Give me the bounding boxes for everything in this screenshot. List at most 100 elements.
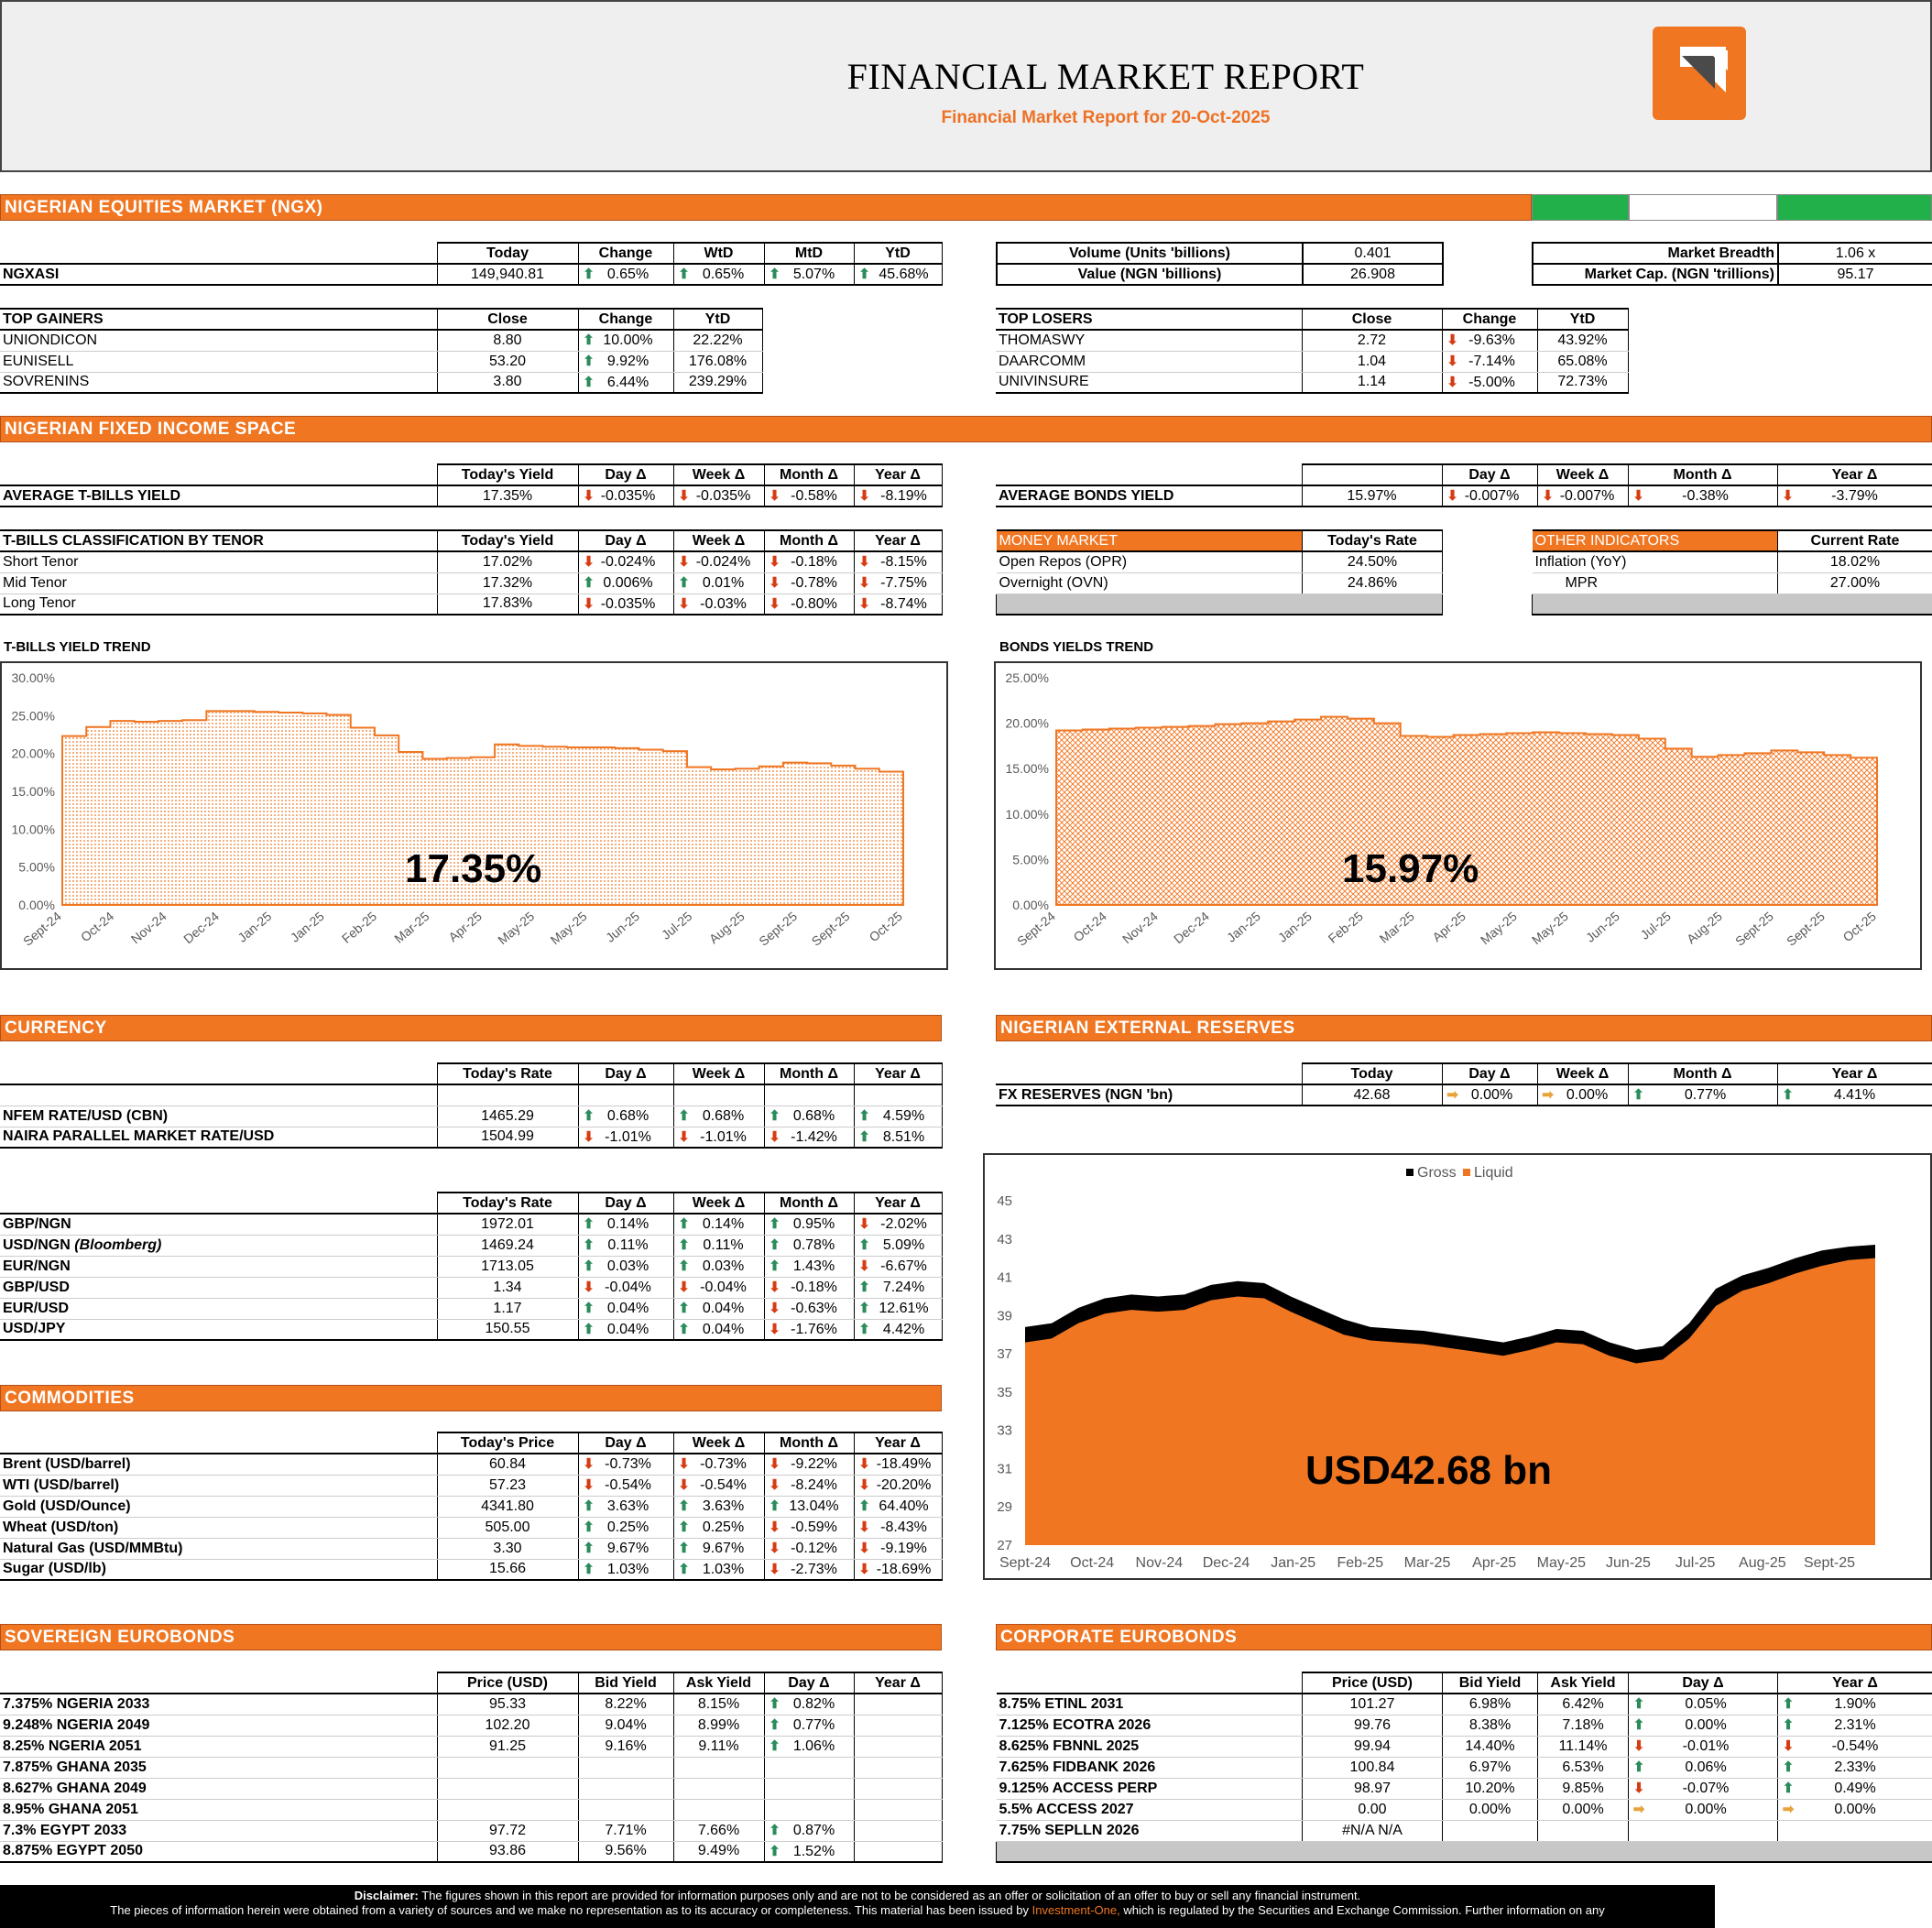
tbills-ytick: 20.00% [12,746,55,761]
corporate-band: CORPORATE EUROBONDS [996,1624,1932,1650]
report-header: FINANCIAL MARKET REPORT Financial Market… [0,0,1932,172]
bonds-xtick: Feb-25 [1326,909,1366,946]
table-row: UNIVINSURE 1.14 ⬇ -5.00% 72.73% [996,372,1629,394]
up-arrow-icon: ⬆ [583,354,595,369]
down-arrow-icon: ⬇ [858,1456,870,1473]
losers-title: TOP LOSERS [996,308,1303,331]
up-arrow-icon: ⬆ [583,267,595,282]
table-row: EUNISELL 53.20 ⬆ 9.92% 176.08% [0,351,763,373]
flag-white [1629,194,1777,221]
down-arrow-icon: ⬇ [583,488,595,504]
ngx-table: Today Change WtD MtD YtD NGXASI 149,940.81 ⬆ 0… [0,242,943,286]
down-arrow-icon: ⬇ [858,595,870,612]
down-arrow-icon: ⬇ [858,1520,870,1535]
reserves-xtick: Jan-25 [1271,1555,1315,1571]
table-row: 5.5% ACCESS 2027 0.00 0.00% 0.00% ➡ 0.00% ➡ 0.0… [996,1799,1932,1821]
down-arrow-icon: ⬇ [858,1561,870,1577]
breadth-label: Market Breadth [1532,242,1779,265]
up-arrow-icon: ⬆ [678,1258,690,1274]
value-label: Value (NGN 'billions) [996,263,1304,286]
reserves-xtick: Jun-25 [1606,1555,1651,1571]
bonds-chart-title: BONDS YIELDS TREND [999,639,1154,655]
table-row: 8.625% FBNNL 2025 99.94 14.40% 11.14% ⬇ -0.01… [996,1736,1932,1758]
down-arrow-icon: ⬇ [858,1541,870,1556]
tbills-xtick: Oct-24 [78,909,117,944]
up-arrow-icon: ⬆ [769,1843,780,1859]
reserves-ytick: 29 [997,1499,1012,1515]
money-market-title: MONEY MARKET [996,529,1303,552]
tbills-chart-title: T-BILLS YIELD TREND [4,639,151,655]
down-arrow-icon: ⬇ [583,1456,595,1473]
tbills-ytick: 10.00% [12,822,55,836]
up-arrow-icon: ⬆ [583,1237,595,1253]
bonds-xtick: Aug-25 [1684,909,1725,946]
down-arrow-icon: ⬇ [858,554,870,571]
table-row: 8.95% GHANA 2051 [0,1799,943,1821]
up-arrow-icon: ⬆ [769,1717,780,1733]
reserves-legend: Gross Liquid [1406,1165,1513,1181]
table-row [996,1841,1932,1863]
up-arrow-icon: ⬆ [583,1108,595,1124]
down-arrow-icon: ⬇ [1446,488,1458,504]
gray-row [996,594,1443,615]
col-wtd: WtD [672,242,765,265]
page-subtitle: Financial Market Report for 20-Oct-2025 [941,108,1271,127]
down-arrow-icon: ⬇ [769,575,780,591]
other-indicators-title: OTHER INDICATORS [1532,529,1778,552]
down-arrow-icon: ⬇ [769,1128,780,1145]
up-arrow-icon: ⬆ [678,1520,690,1535]
table-row: 9.248% NGERIA 2049 102.20 9.04% 8.99% ⬆ 0.77% [0,1715,943,1737]
fixed-income-band: NIGERIAN FIXED INCOME SPACE [0,416,1932,442]
up-arrow-icon: ⬆ [583,575,595,591]
up-arrow-icon: ⬆ [583,1301,595,1316]
breadth-value: 1.06 x [1777,242,1932,265]
equities-band: NIGERIAN EQUITIES MARKET (NGX) [0,194,1532,221]
table-row: Gold (USD/Ounce) 4341.80 ⬆ 3.63% ⬆ 3.63% ⬆ 13.0… [0,1496,943,1518]
col-mtd: MtD [763,242,855,265]
bonds-xtick: Jan-25 [1224,909,1263,945]
tbills-xtick: Sept-24 [20,909,64,949]
up-arrow-icon: ⬆ [678,1237,690,1253]
up-arrow-icon: ⬆ [858,1301,870,1316]
down-arrow-icon: ⬇ [583,595,595,612]
up-arrow-icon: ⬆ [678,1498,690,1514]
commodities-table: Today's Price Day Δ Week Δ Month Δ Year Δ Br… [0,1432,943,1581]
right-arrow-icon: ➡ [1446,1087,1458,1103]
tbills-xtick: Mar-25 [391,909,431,946]
up-arrow-icon: ⬆ [769,1237,780,1253]
disclaimer-label: Disclaimer: [354,1889,419,1902]
down-arrow-icon: ⬇ [769,1321,780,1337]
disclaimer-line1: The figures shown in this report are pro… [421,1889,1361,1902]
bonds-ytick: 10.00% [1006,807,1049,822]
tbills-xtick: Sept-25 [756,909,800,949]
avg-bonds-label: AVERAGE BONDS YIELD [996,485,1303,507]
investment-one-link[interactable]: Investment-One, [1031,1903,1120,1917]
down-arrow-icon: ⬇ [583,1477,595,1493]
down-arrow-icon: ⬇ [678,554,690,571]
flag-green-right [1777,194,1932,221]
table-row: UNIONDICON 8.80 ⬆ 10.00% 22.22% [0,330,763,352]
mcap-label: Market Cap. (NGN 'trillions) [1532,263,1779,286]
down-arrow-icon: ⬇ [769,554,780,571]
up-arrow-icon: ⬆ [583,374,595,390]
table-row: 7.75% SEPLLN 2026 #N/A N/A [996,1820,1932,1842]
bonds-chart: 0.00% 5.00% 10.00% 15.00% 20.00% 25.00% Sept-2… [994,661,1922,970]
down-arrow-icon: ⬇ [1632,1738,1645,1754]
tbills-xtick: Oct-25 [866,909,905,944]
table-row: USD/JPY 150.55 ⬆ 0.04% ⬆ 0.04% ⬇ -1.76% ⬆ 4.42% [0,1319,943,1341]
up-arrow-icon: ⬆ [769,1498,780,1514]
table-row: 8.75% ETINL 2031 101.27 6.98% 6.42% ⬆ 0.05% ⬆ 1… [996,1694,1932,1716]
table-row: 8.25% NGERIA 2051 91.25 9.16% 9.11% ⬆ 1.06% [0,1736,943,1758]
bonds-ytick: 0.00% [1012,898,1049,912]
currency-table: Today's Rate Day Δ Week Δ Month Δ Year Δ NFE… [0,1062,943,1149]
gainers-title: TOP GAINERS [0,308,438,331]
down-arrow-icon: ⬇ [678,595,690,612]
down-arrow-icon: ⬇ [1632,1781,1645,1796]
down-arrow-icon: ⬇ [769,1456,780,1473]
table-row: USD/NGN (Bloomberg) 1469.24 ⬆ 0.11% ⬆ 0.11% ⬆ 0… [0,1235,943,1257]
gray-row [996,1841,1932,1863]
right-arrow-icon: ➡ [1632,1802,1645,1817]
tbills-chart-svg: 0.00% 5.00% 10.00% 15.00% 20.00% 25.00% 30.00%… [12,670,906,949]
down-arrow-icon: ⬇ [858,488,870,504]
table-row: Open Repos (OPR) 24.50% [996,551,1443,573]
